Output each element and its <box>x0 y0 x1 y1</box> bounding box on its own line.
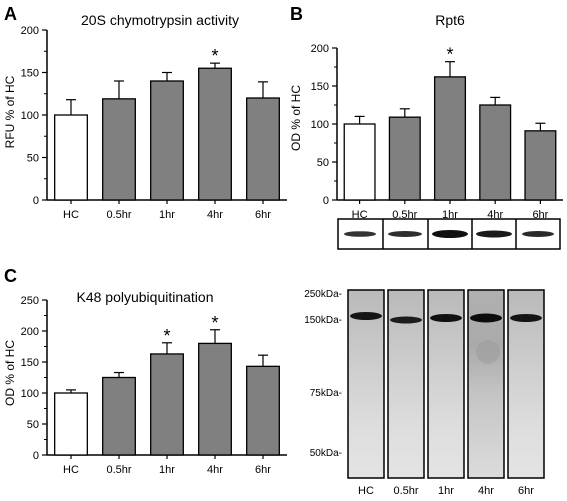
bar <box>524 130 557 201</box>
chart-rpt6: Rpt6 OD % of HC 0 50 100 150 200 HC 0.5hr 1hr * 4hr… <box>289 12 563 221</box>
x-tick-label: HC <box>63 464 79 476</box>
x-tick-label: 6hr <box>255 464 271 476</box>
x-tick-label: 1hr <box>442 209 458 221</box>
blot-lane-label: 6hr <box>518 485 534 497</box>
x-tick-label: 1hr <box>159 464 175 476</box>
y-tick-label: 0 <box>33 195 39 207</box>
marker-label-150: 150kDa- <box>304 315 342 326</box>
y-axis-title: OD % of HC <box>289 85 303 151</box>
x-tick-label: 4hr <box>207 464 223 476</box>
y-tick-label: 150 <box>21 68 39 80</box>
significance-marker: * <box>211 46 218 66</box>
panel-letter-c: C <box>4 266 17 286</box>
blot-lane-label: 4hr <box>478 485 494 497</box>
y-tick-label: 0 <box>33 450 39 462</box>
bar <box>198 342 232 456</box>
y-tick-label: 150 <box>21 357 39 369</box>
y-tick-label: 50 <box>317 157 329 169</box>
y-tick-label: 100 <box>21 110 39 122</box>
bar <box>54 392 88 456</box>
chart-k48: K48 polyubiquitination OD % of HC 0 50 100 15… <box>3 289 287 476</box>
significance-marker: * <box>446 45 453 65</box>
x-tick-label: 4hr <box>207 209 223 221</box>
blot-lane-label: 1hr <box>438 485 454 497</box>
x-tick-label: 0.5hr <box>392 209 417 221</box>
blot-lane-label: 0.5hr <box>393 485 418 497</box>
blot-lane <box>347 289 385 479</box>
rpt6-band <box>388 231 422 237</box>
y-tick-label: 0 <box>323 195 329 207</box>
bar <box>246 97 280 201</box>
y-axis-title: OD % of HC <box>3 340 17 406</box>
panel-letter-a: A <box>4 4 17 24</box>
bar <box>150 80 184 201</box>
x-tick-label: 0.5hr <box>106 209 131 221</box>
y-tick-label: 200 <box>311 43 329 55</box>
y-tick-label: 100 <box>21 388 39 400</box>
x-tick-label: HC <box>352 209 368 221</box>
blot-lane <box>427 289 465 479</box>
bar <box>246 365 280 456</box>
x-tick-label: HC <box>63 209 79 221</box>
y-tick-label: 200 <box>21 326 39 338</box>
chart-title: 20S chymotrypsin activity <box>81 12 239 28</box>
y-tick-label: 50 <box>27 419 39 431</box>
x-tick-label: 6hr <box>255 209 271 221</box>
y-tick-label: 200 <box>21 25 39 37</box>
marker-label-50: 50kDa- <box>310 448 342 459</box>
y-tick-label: 150 <box>311 81 329 93</box>
chart-title: K48 polyubiquitination <box>77 289 214 305</box>
rpt6-band <box>522 231 554 237</box>
k48-western-blot: 250kDa- 150kDa- 75kDa- 50kDa- HC 0.5hr 1… <box>304 289 545 497</box>
bar <box>343 123 376 201</box>
bar <box>102 376 136 456</box>
y-tick-label: 50 <box>27 153 39 165</box>
bar <box>102 98 136 201</box>
bar <box>433 76 467 201</box>
rpt6-band <box>476 230 512 238</box>
chart-title: Rpt6 <box>435 12 465 28</box>
chart-20s-activity: 20S chymotrypsin activity RFU % of HC 0 50 1… <box>3 12 287 221</box>
blot-lane <box>467 289 505 479</box>
x-tick-label: 6hr <box>532 209 548 221</box>
y-axis-title: RFU % of HC <box>3 75 17 148</box>
blot-lane <box>387 289 425 479</box>
bar <box>54 114 88 201</box>
bar <box>388 116 421 201</box>
blot-lane <box>507 289 545 479</box>
significance-marker: * <box>211 313 218 333</box>
panel-letter-b: B <box>290 4 303 24</box>
bar <box>198 67 232 201</box>
bar <box>150 353 184 456</box>
marker-label-75: 75kDa- <box>310 388 342 399</box>
significance-marker: * <box>163 326 170 346</box>
blot-lane-label: HC <box>358 485 374 497</box>
x-tick-label: 0.5hr <box>106 464 131 476</box>
y-tick-label: 250 <box>21 295 39 307</box>
rpt6-band <box>344 231 376 237</box>
x-tick-label: 4hr <box>487 209 503 221</box>
marker-label-250: 250kDa- <box>304 289 342 300</box>
x-tick-label: 1hr <box>159 209 175 221</box>
bar <box>479 104 512 201</box>
y-tick-label: 100 <box>311 119 329 131</box>
rpt6-blot-strip <box>337 218 561 250</box>
rpt6-band <box>432 230 468 238</box>
